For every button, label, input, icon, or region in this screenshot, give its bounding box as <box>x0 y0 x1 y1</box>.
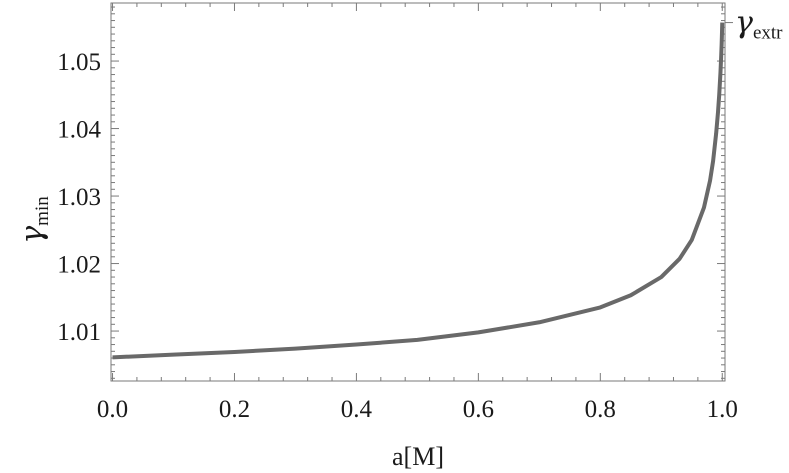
x-tick-label: 1.0 <box>707 396 738 423</box>
x-tick-label: 0.4 <box>341 396 373 423</box>
ticks <box>111 3 725 381</box>
extr-label-subscript: extr <box>753 23 783 44</box>
x-tick-label: 0.2 <box>219 396 250 423</box>
tick-labels: 0.0 0.2 0.4 0.6 0.8 1.0 1.01 1.02 1.03 1.04 1.05 <box>57 49 738 423</box>
plot-frame <box>110 2 726 382</box>
extr-label: γextr <box>735 6 783 44</box>
x-tick-label: 0.0 <box>97 396 128 423</box>
y-axis-title-symbol: γ <box>15 226 50 244</box>
svg-text:γmin: γmin <box>15 196 53 244</box>
y-axis-title: γmin <box>15 196 53 244</box>
x-axis-title: a[M] <box>392 442 444 471</box>
extr-label-symbol: γ <box>735 6 753 41</box>
x-tick-label: 0.6 <box>463 396 494 423</box>
y-tick-label: 1.02 <box>57 252 101 279</box>
y-axis-title-subscript: min <box>32 196 53 226</box>
series-line <box>112 22 725 360</box>
y-tick-label: 1.04 <box>57 117 101 144</box>
y-tick-label: 1.01 <box>57 319 101 346</box>
y-tick-label: 1.05 <box>57 49 101 76</box>
y-tick-label: 1.03 <box>57 184 101 211</box>
x-tick-label: 0.8 <box>585 396 616 423</box>
